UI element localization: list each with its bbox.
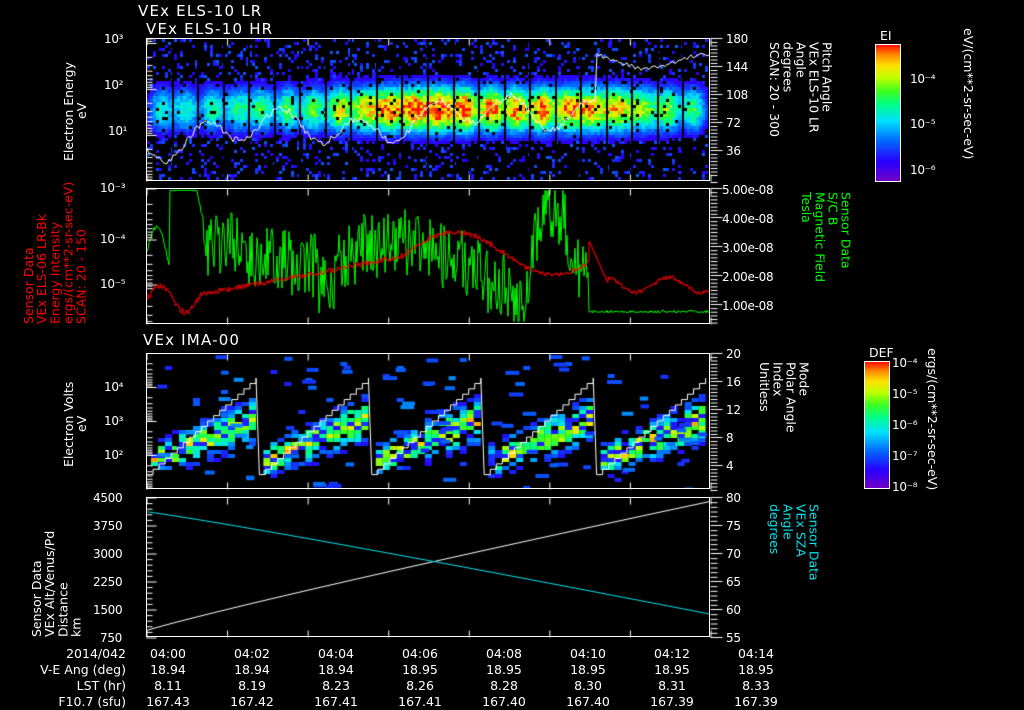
panel2-right-axis-label: Sensor Data S/C B Magnetic Field Tesla <box>799 192 854 283</box>
time-6: 04:12 <box>653 646 691 661</box>
panel3-rtick-3: 8 <box>726 431 734 445</box>
panel2-ytick-1: 10⁻⁴ <box>100 232 126 246</box>
lst-0: 8.11 <box>154 678 182 693</box>
row-label-lst: LST (hr) <box>76 678 126 693</box>
ve-ang-6: 18.95 <box>654 662 690 677</box>
panel1-rtick-2: 108 <box>726 88 749 102</box>
panel1-ytick-1: 10² <box>104 78 124 92</box>
panel1-left-axis-label: Electron Energy eV <box>61 61 90 161</box>
panel2-left-axis-label: Sensor Data VEx ELS-06 LR-Bk Energy Intens… <box>21 181 89 324</box>
panel3-left-axis-label: Electron Volts eV <box>61 381 90 467</box>
time-4: 04:08 <box>485 646 523 661</box>
panel1-title-lr: VEx ELS-10 LR <box>138 2 263 20</box>
ve-ang-1: 18.94 <box>234 662 270 677</box>
panel4-rtick-2: 70 <box>726 547 741 561</box>
bottom-ephemeris-table: 2014/042 04:00 04:02 04:04 04:06 04:08 0… <box>8 646 798 710</box>
lst-1: 8.19 <box>238 678 266 693</box>
panel3-rtick-1: 16 <box>726 375 741 389</box>
panel1-rtick-3: 72 <box>726 116 741 130</box>
ve-ang-0: 18.94 <box>150 662 186 677</box>
ve-ang-7: 18.95 <box>738 662 774 677</box>
colorbar-ei-units: eV/(cm**2-sr-sec-eV) <box>961 28 977 160</box>
colorbar-def-title: DEF <box>869 345 894 360</box>
colorbar-def-tick-0: 10⁻⁴ <box>892 356 918 370</box>
ima-spectrogram-plot[interactable] <box>146 353 710 489</box>
panel4-right-axis-label: Sensor Data VEx SZA Angle degrees <box>767 504 822 581</box>
panel4-rtick-4: 60 <box>726 603 741 617</box>
table-row-lst: LST (hr) 8.11 8.19 8.23 8.26 8.28 8.30 8… <box>8 678 798 694</box>
altitude-sza-plot[interactable] <box>146 497 710 637</box>
panel1-rtick-1: 144 <box>726 60 749 74</box>
colorbar-ei <box>875 44 901 182</box>
colorbar-def <box>864 361 890 489</box>
panel2-rtick-1: 4.00e-08 <box>722 212 774 226</box>
colorbar-def-units: ergs/(cm**2-sr-sec-eV) <box>925 348 941 491</box>
panel3-right-axis-label: Mode Polar Angle Index Unitless <box>757 362 812 433</box>
panel4-ytick-1: 3750 <box>93 519 123 533</box>
colorbar-def-tick-2: 10⁻⁶ <box>892 418 918 432</box>
panel3-rtick-2: 12 <box>726 403 741 417</box>
energy-bfield-plot[interactable] <box>146 188 710 324</box>
els-spectrogram-plot[interactable] <box>146 38 710 181</box>
row-label-date: 2014/042 <box>66 646 126 661</box>
lst-6: 8.31 <box>658 678 686 693</box>
table-row-ve-ang: V-E Ang (deg) 18.94 18.94 18.94 18.95 18… <box>8 662 798 678</box>
time-1: 04:02 <box>233 646 271 661</box>
panel4-rtick-1: 75 <box>726 519 741 533</box>
panel3-rtick-4: 4 <box>726 459 734 473</box>
time-3: 04:06 <box>401 646 439 661</box>
lst-3: 8.26 <box>406 678 434 693</box>
lst-2: 8.23 <box>322 678 350 693</box>
panel4-ytick-4: 1500 <box>93 603 123 617</box>
lst-4: 8.28 <box>490 678 518 693</box>
panel2-rtick-3: 2.00e-08 <box>722 270 774 284</box>
colorbar-ei-tick-0: 10⁻⁴ <box>910 72 936 86</box>
ve-ang-2: 18.94 <box>318 662 354 677</box>
panel3-ytick-0: 10⁴ <box>104 380 124 394</box>
panel3-title: VEx IMA-00 <box>143 331 241 349</box>
panel1-rtick-4: 36 <box>726 144 741 158</box>
panel3-rtick-0: 20 <box>726 347 741 361</box>
panel4-left-axis-label: Sensor Data VEx Alt/Venus/Pd Distance km <box>29 530 84 637</box>
panel4-rtick-3: 65 <box>726 575 741 589</box>
time-2: 04:04 <box>317 646 355 661</box>
time-5: 04:10 <box>569 646 607 661</box>
panel1-ytick-2: 10¹ <box>108 124 128 138</box>
colorbar-ei-tick-1: 10⁻⁵ <box>910 117 936 131</box>
panel2-rtick-4: 1.00e-08 <box>722 299 774 313</box>
lst-5: 8.30 <box>574 678 602 693</box>
row-label-ve-ang: V-E Ang (deg) <box>40 662 126 677</box>
ve-ang-3: 18.95 <box>402 662 438 677</box>
panel1-ytick-0: 10³ <box>104 32 124 46</box>
lst-7: 8.33 <box>742 678 770 693</box>
panel2-ytick-0: 10⁻³ <box>100 181 126 195</box>
panel2-rtick-0: 5.00e-08 <box>722 183 774 197</box>
table-row-time: 2014/042 04:00 04:02 04:04 04:06 04:08 0… <box>8 646 798 662</box>
panel3-ytick-2: 10² <box>104 448 124 462</box>
panel3-ytick-1: 10³ <box>104 414 124 428</box>
colorbar-def-tick-1: 10⁻⁵ <box>892 387 918 401</box>
ve-ang-5: 18.95 <box>570 662 606 677</box>
panel4-ytick-2: 3000 <box>93 547 123 561</box>
colorbar-ei-tick-2: 10⁻⁶ <box>910 163 936 177</box>
panel1-rtick-0: 180 <box>726 32 749 46</box>
panel2-ytick-2: 10⁻⁵ <box>100 277 126 291</box>
panel4-rtick-0: 80 <box>726 491 741 505</box>
colorbar-ei-title: EI <box>880 28 892 43</box>
panel4-ytick-5: 750 <box>100 631 123 645</box>
panel1-title-hr: VEx ELS-10 HR <box>146 20 274 38</box>
colorbar-def-tick-3: 10⁻⁷ <box>892 449 918 463</box>
panel1-right-axis-label: Pitch Angle VEx ELS-10 LR Angle degrees SCAN… <box>767 42 835 137</box>
panel4-ytick-0: 4500 <box>93 491 123 505</box>
ve-ang-4: 18.95 <box>486 662 522 677</box>
panel4-rtick-5: 55 <box>726 631 741 645</box>
colorbar-def-tick-4: 10⁻⁸ <box>892 480 918 494</box>
time-7: 04:14 <box>737 646 775 661</box>
time-0: 04:00 <box>149 646 187 661</box>
panel2-rtick-2: 3.00e-08 <box>722 241 774 255</box>
panel4-ytick-3: 2250 <box>93 575 123 589</box>
